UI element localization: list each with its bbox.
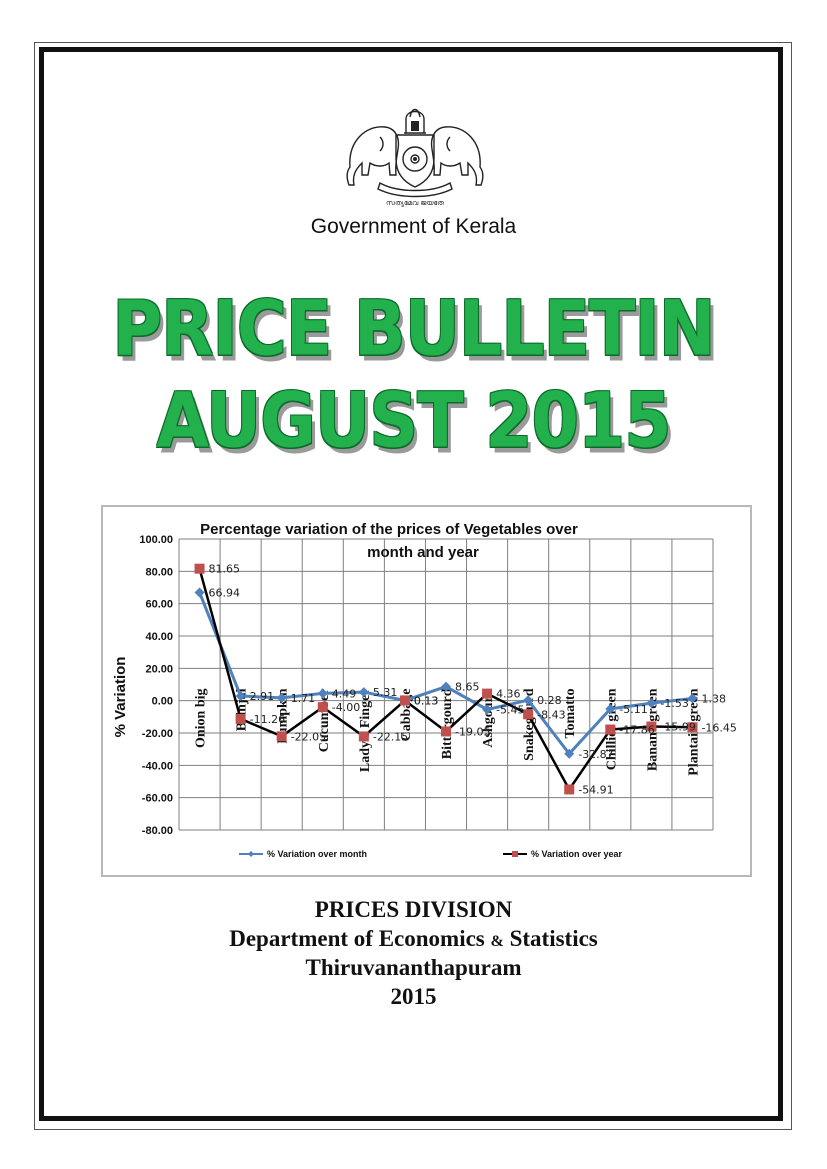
year-data-label: -11.26	[250, 713, 285, 726]
year-data-label: -22.15	[373, 730, 408, 743]
month-point	[317, 688, 328, 699]
chart-series	[194, 563, 698, 795]
legend-label-month: % Variation over month	[267, 849, 367, 859]
year-point	[482, 688, 493, 699]
month-point	[482, 704, 493, 715]
year-data-label: -8.43	[537, 708, 565, 721]
emblem-motto: സത്യമേവ ജയതേ	[386, 199, 444, 207]
month-point	[605, 703, 616, 714]
department-name-a: Department of Economics	[229, 926, 485, 951]
y-tick-label: 60.00	[145, 599, 173, 611]
department-name: Department of Economics & Statistics	[0, 926, 827, 952]
y-tick-label: -60.00	[142, 793, 173, 805]
year-data-label: -16.45	[701, 721, 736, 734]
year-point	[399, 695, 410, 706]
month-data-label: 66.94	[209, 586, 241, 599]
y-axis-label: % Variation	[112, 657, 129, 738]
publication-year: 2015	[390, 984, 437, 1009]
month-point	[235, 690, 246, 701]
year-point	[646, 721, 657, 732]
month-data-label: 5.31	[373, 686, 398, 699]
month-point	[564, 748, 575, 759]
y-axis-ticks: 100.00 80.00 60.00 40.00 20.00 0.00 -20.00 -40.…	[139, 534, 173, 837]
year-data-label: -54.91	[578, 783, 613, 796]
month-data-label: -32.87	[578, 748, 613, 761]
x-category-label: Onion big	[194, 689, 209, 749]
year-point	[194, 563, 205, 574]
kerala-emblem-icon: സത്യമേവ ജയതേ	[346, 108, 484, 207]
x-category-label: Lady's Finger	[358, 689, 373, 773]
x-category-label: Tomatto	[563, 689, 578, 739]
year-data-label: 0.13	[414, 694, 439, 707]
bulletin-title: PRICE BULLETIN	[112, 285, 715, 374]
legend-label-year: % Variation over year	[531, 849, 623, 859]
y-tick-label: 0.00	[152, 696, 173, 708]
year-data-label: -19.05	[455, 725, 490, 738]
chart-grid	[178, 538, 714, 831]
department-ampersand: &	[490, 933, 504, 950]
month-data-label: -5.11	[619, 703, 647, 716]
x-category-label: Ashgourd	[481, 688, 496, 747]
y-tick-label: 20.00	[145, 663, 173, 675]
month-point	[441, 681, 451, 692]
month-data-label: 8.65	[455, 681, 480, 694]
vegetable-price-chart: 100.00 80.00 60.00 40.00 20.00 0.00 -20.00 -40.…	[101, 505, 752, 877]
month-point	[358, 687, 369, 698]
month-point	[276, 692, 287, 703]
year-point	[235, 713, 246, 724]
year-data-label: -17.86	[619, 724, 654, 737]
year-point	[564, 784, 575, 795]
month-data-label: 4.49	[332, 687, 357, 700]
year-point	[317, 702, 328, 713]
y-tick-label: -80.00	[142, 825, 173, 837]
chart-canvas: 100.00 80.00 60.00 40.00 20.00 0.00 -20.00 -40.…	[112, 521, 737, 859]
department-name-b: Statistics	[509, 926, 598, 951]
year-data-label: 81.65	[209, 563, 241, 576]
year-point	[523, 709, 534, 720]
month-point	[687, 693, 698, 704]
chart-title-line2: month and year	[367, 544, 479, 561]
month-data-label: -5.45	[496, 703, 524, 716]
month-point	[194, 587, 205, 598]
year-point	[358, 731, 369, 742]
y-tick-label: 40.00	[145, 631, 173, 643]
year-point	[687, 722, 698, 733]
y-tick-label: -40.00	[142, 760, 173, 772]
month-data-label: 0.28	[537, 694, 562, 707]
page-inner-border	[39, 47, 783, 1121]
month-data-label: 1.71	[291, 692, 316, 705]
year-point	[605, 724, 616, 735]
page-outer-border	[34, 42, 792, 1130]
chart-data-labels: 66.94 2.91 1.71 4.49 5.31 0.13 8.65 -5.45 0.28 -3…	[209, 563, 737, 797]
y-tick-label: 100.00	[139, 534, 173, 546]
month-data-label: 0.13	[414, 694, 439, 707]
legend-marker-month	[248, 851, 254, 857]
legend-marker-year	[512, 851, 518, 857]
chart-title: Percentage variation of the prices of Ve…	[200, 521, 578, 538]
city-name: Thiruvananthapuram	[305, 955, 522, 980]
year-point	[441, 726, 451, 737]
government-title: Government of Kerala	[310, 215, 517, 238]
division-name: PRICES DIVISION	[314, 897, 513, 922]
month-point	[646, 698, 657, 709]
x-category-label: Bittergourd	[440, 688, 455, 759]
month-data-label: 1.38	[701, 692, 726, 705]
year-data-label: -4.00	[332, 701, 360, 714]
month-data-label: 2.91	[250, 690, 275, 703]
chart-legend: % Variation over month % Variation over y…	[239, 849, 623, 859]
y-tick-label: -20.00	[142, 728, 173, 740]
month-data-label: -1.53	[660, 697, 688, 710]
year-data-label: -22.05	[291, 730, 326, 743]
year-point	[276, 731, 287, 742]
year-data-label: 4.36	[496, 688, 520, 701]
year-data-label: -15.99	[660, 721, 695, 734]
x-category-label: Pumpkin	[276, 688, 291, 743]
y-tick-label: 80.00	[145, 566, 173, 578]
month-point	[523, 695, 534, 706]
bulletin-month: AUGUST 2015	[156, 377, 671, 466]
